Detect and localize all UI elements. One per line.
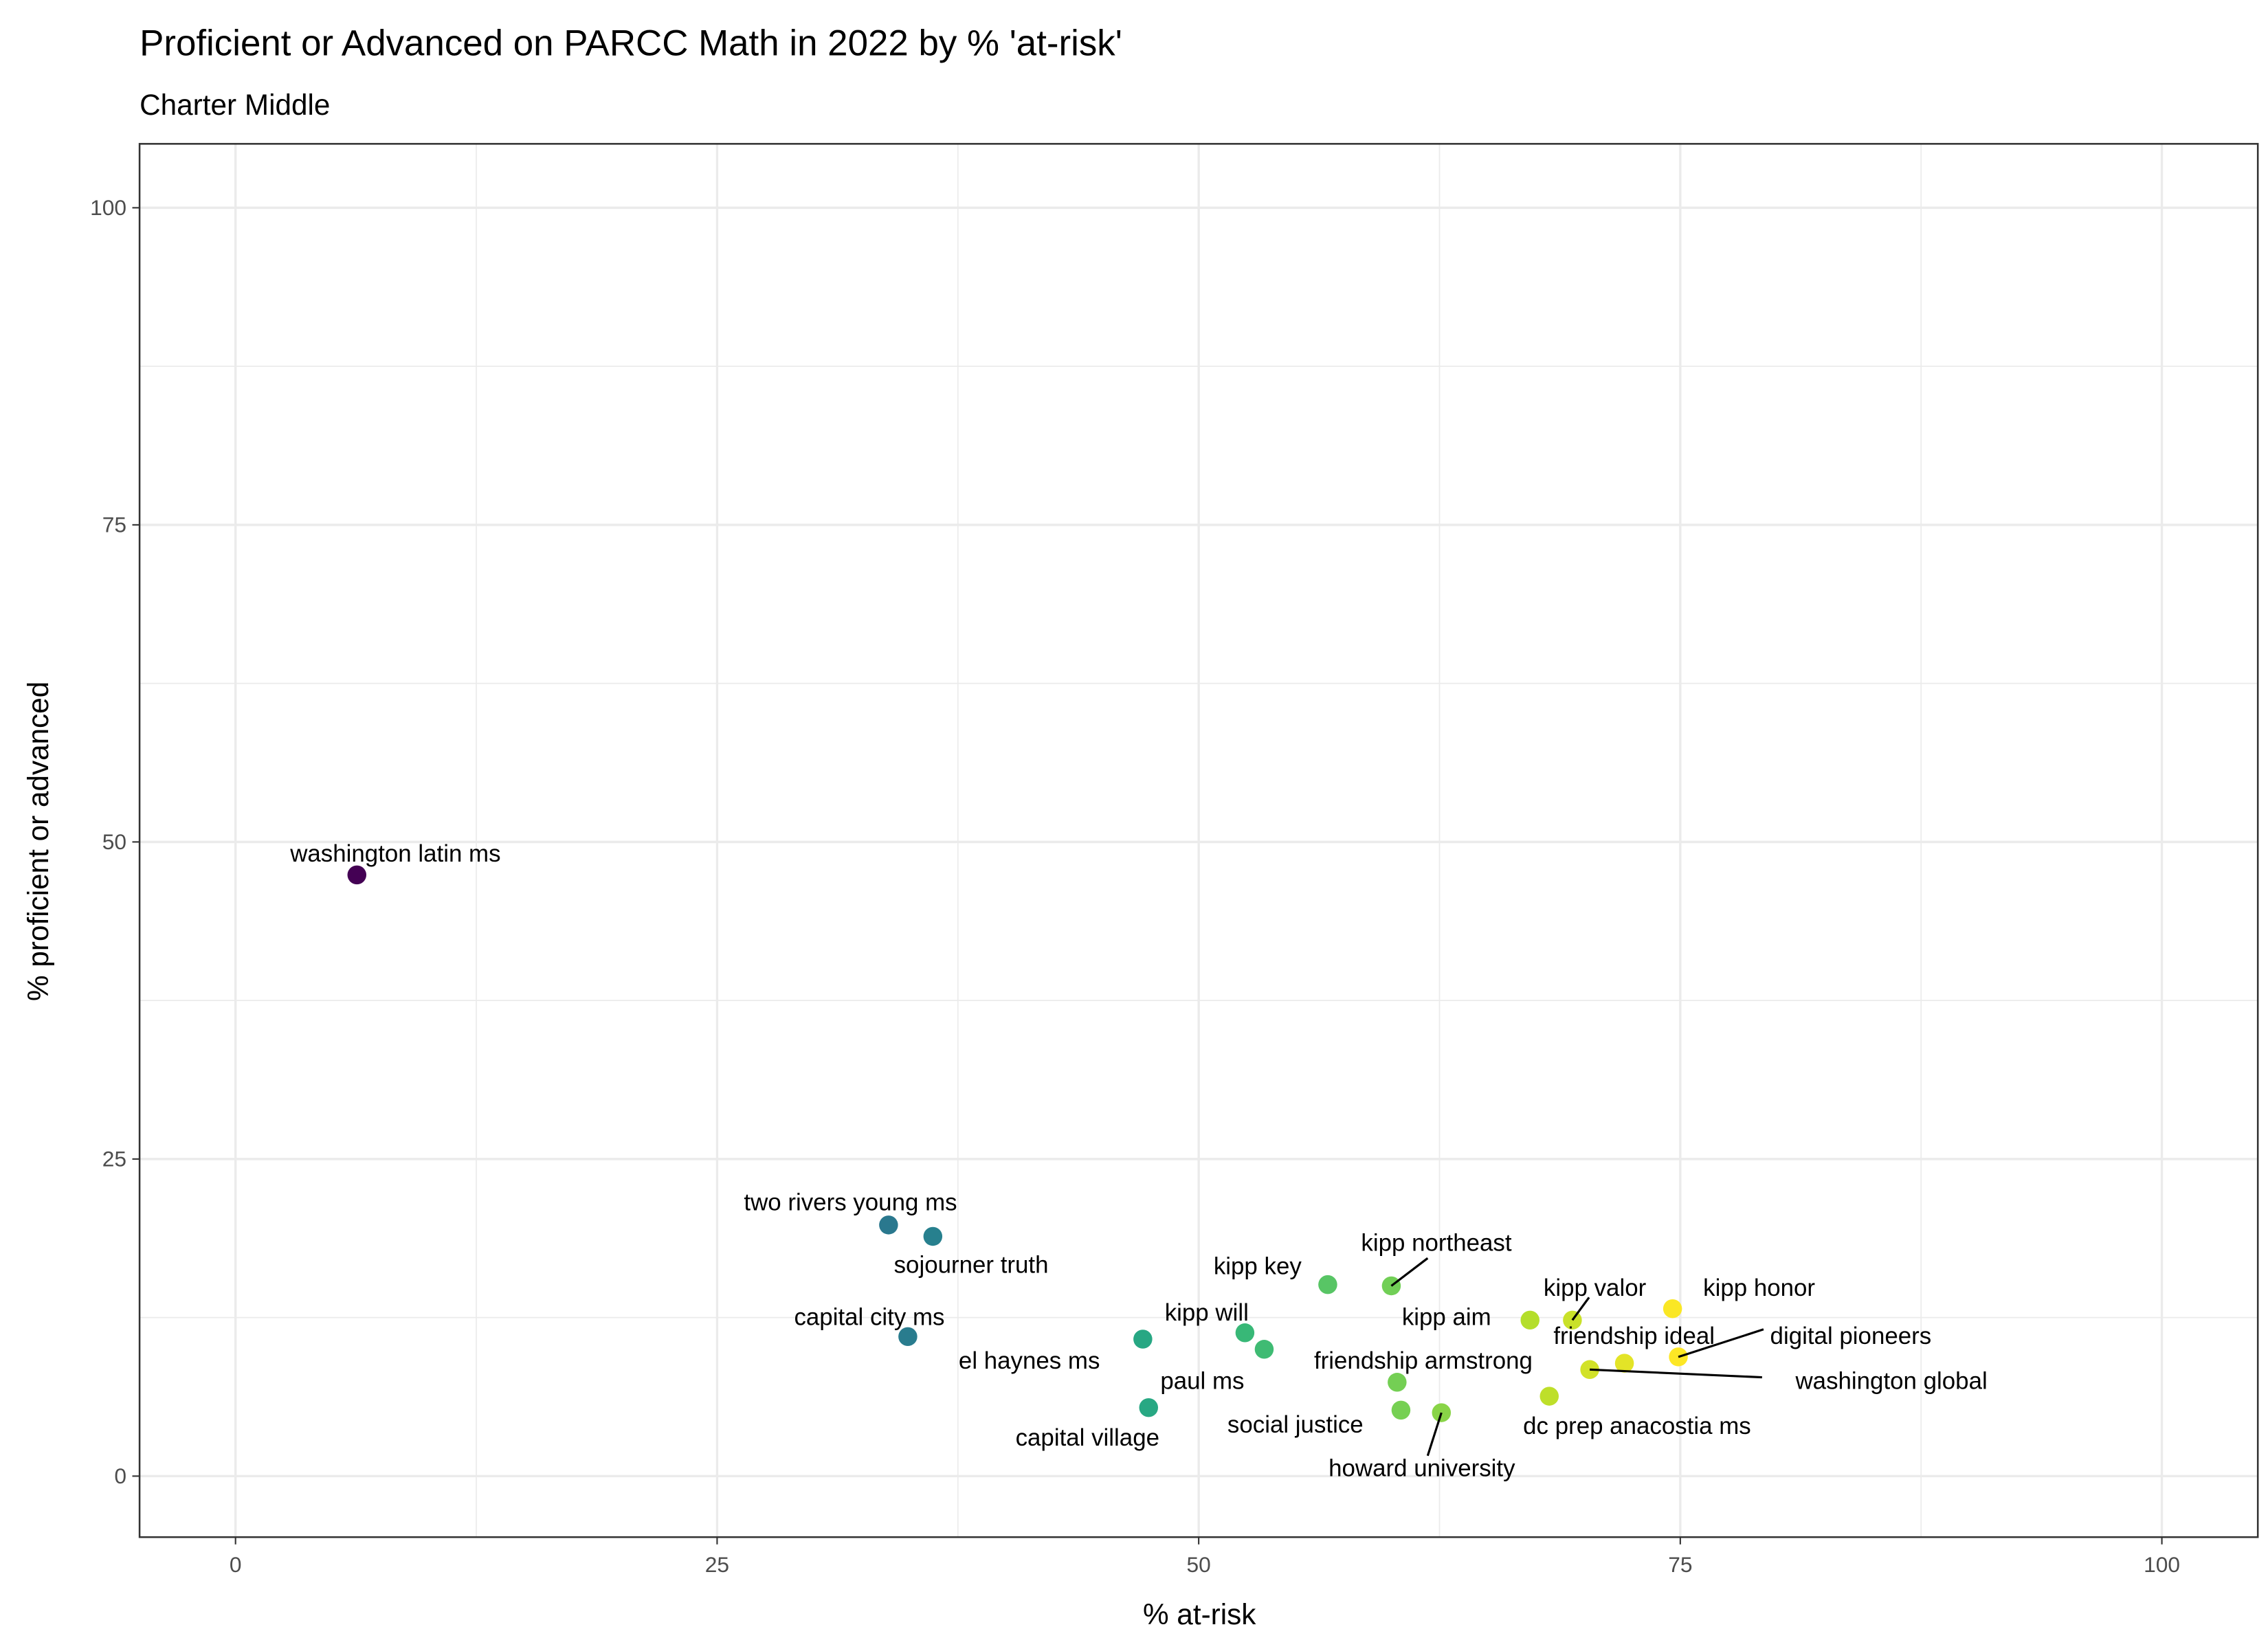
y-tick-label: 75 — [102, 512, 126, 537]
point-label: kipp northeast — [1361, 1230, 1511, 1257]
chart-title: Proficient or Advanced on PARCC Math in … — [140, 23, 1122, 63]
chart-subtitle: Charter Middle — [140, 89, 330, 121]
x-tick-label: 50 — [1186, 1552, 1210, 1577]
point-label: friendship ideal — [1553, 1323, 1715, 1349]
data-point — [1254, 1340, 1274, 1359]
point-label: howard university — [1328, 1455, 1515, 1481]
point-label: kipp honor — [1703, 1275, 1815, 1301]
data-point — [1539, 1387, 1559, 1406]
data-point — [1520, 1310, 1539, 1330]
point-label: social justice — [1227, 1411, 1364, 1438]
data-point — [1235, 1323, 1255, 1343]
data-point — [1133, 1330, 1153, 1349]
y-tick-label: 25 — [102, 1146, 126, 1171]
x-tick-label: 0 — [230, 1552, 242, 1577]
point-label: sojourner truth — [894, 1251, 1049, 1278]
data-point — [879, 1215, 898, 1235]
data-point — [1432, 1403, 1452, 1422]
point-label: kipp valor — [1544, 1275, 1647, 1301]
label-leader-line — [1678, 1328, 1764, 1358]
y-tick-label: 50 — [102, 829, 126, 854]
x-axis-label: % at-risk — [1143, 1598, 1256, 1630]
point-labels: washington latin ms two rivers young ms so… — [289, 840, 1988, 1481]
point-label: digital pioneers — [1770, 1323, 1932, 1349]
y-tick-label: 100 — [90, 195, 126, 220]
axis-ticks: 0 25 50 75 100 0 25 50 75 100 — [90, 195, 2180, 1577]
data-point — [1663, 1299, 1682, 1319]
label-leader-line — [1426, 1412, 1443, 1457]
point-label: two rivers young ms — [744, 1189, 957, 1215]
x-tick-label: 100 — [2144, 1552, 2180, 1577]
data-point — [898, 1327, 918, 1347]
y-axis-label: % proficient or advanced — [22, 682, 54, 1001]
data-point — [1318, 1275, 1337, 1294]
point-label: dc prep anacostia ms — [1523, 1413, 1751, 1439]
x-tick-label: 75 — [1668, 1552, 1692, 1577]
data-point — [1391, 1400, 1411, 1420]
point-label: capital village — [1016, 1424, 1159, 1451]
point-label: kipp key — [1214, 1253, 1302, 1279]
point-label: washington global — [1794, 1368, 1987, 1395]
data-point — [923, 1226, 943, 1246]
label-leader-line — [1590, 1368, 1762, 1379]
point-label: kipp aim — [1402, 1303, 1491, 1330]
label-leader-line — [1390, 1257, 1429, 1287]
point-label: friendship armstrong — [1314, 1347, 1533, 1374]
point-label: el haynes ms — [959, 1347, 1100, 1374]
data-point — [1388, 1373, 1407, 1392]
point-label: paul ms — [1160, 1368, 1244, 1395]
y-tick-label: 0 — [114, 1463, 126, 1488]
label-leader-line — [1571, 1297, 1590, 1321]
data-point — [347, 865, 367, 885]
point-label: kipp will — [1165, 1299, 1249, 1326]
data-point — [1614, 1354, 1634, 1373]
data-point — [1139, 1398, 1159, 1417]
point-label: capital city ms — [794, 1303, 944, 1330]
x-tick-label: 25 — [705, 1552, 729, 1577]
point-label: washington latin ms — [289, 840, 500, 867]
